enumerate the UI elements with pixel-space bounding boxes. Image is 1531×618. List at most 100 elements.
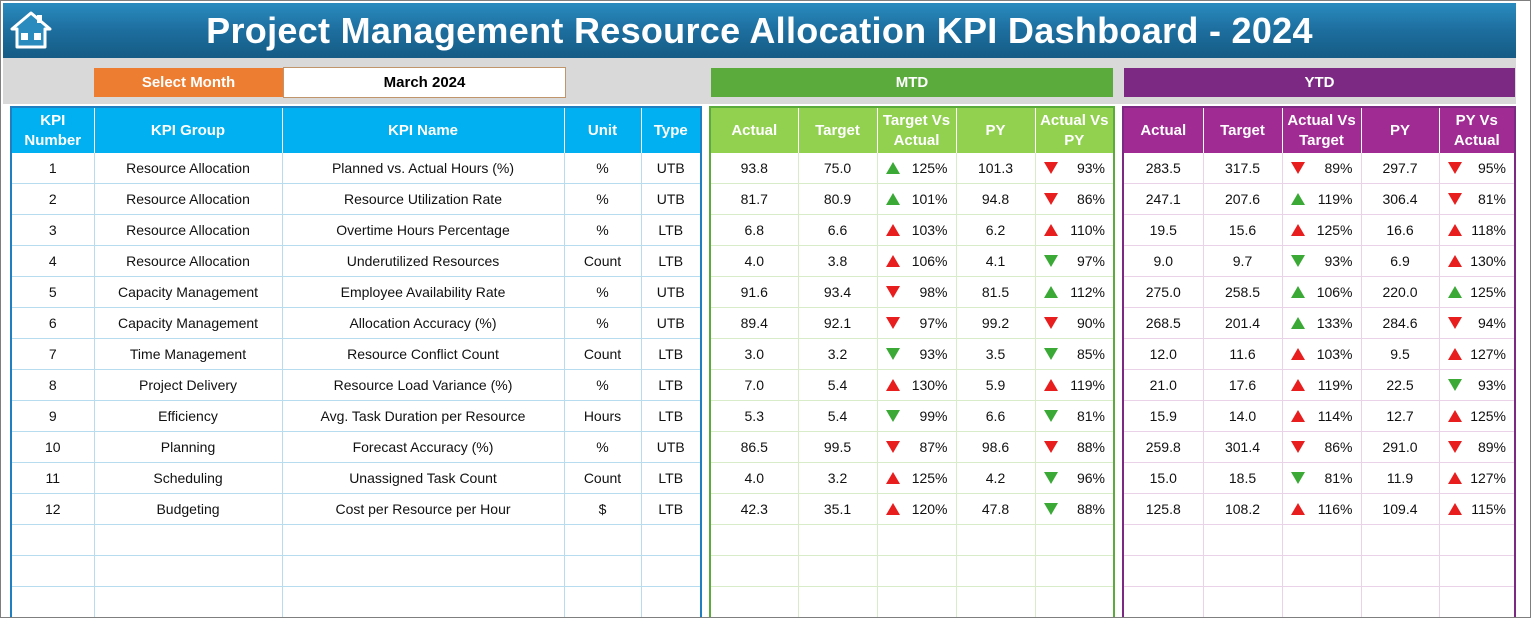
mtd-actual-vs-py-value: 97% <box>1076 253 1105 269</box>
empty-row <box>710 555 1115 587</box>
arrow-up-icon <box>1447 503 1462 515</box>
kpi-unit: Count <box>564 462 642 494</box>
arrow-up-icon <box>885 472 900 484</box>
ytd-column-header: PY Vs Actual <box>1439 107 1516 153</box>
empty-cell <box>282 555 565 587</box>
empty-cell <box>877 524 957 556</box>
kpi-unit: Count <box>564 245 642 277</box>
ytd-py-vs-actual-value: 125% <box>1470 284 1506 300</box>
kpi-name: Employee Availability Rate <box>282 276 565 308</box>
mtd-target: 6.6 <box>798 214 878 246</box>
kpi-row: 9 Efficiency Avg. Task Duration per Resour… <box>11 400 702 432</box>
empty-cell <box>1123 555 1204 587</box>
ytd-row: 275.0 258.5 106% 220.0 125% <box>1123 276 1516 308</box>
mtd-py: 4.2 <box>956 462 1036 494</box>
empty-cell <box>798 524 878 556</box>
ytd-py-vs-actual: 127% <box>1439 462 1516 494</box>
empty-cell <box>956 555 1036 587</box>
kpi-number: 12 <box>11 493 95 525</box>
empty-row <box>11 524 702 556</box>
ytd-row: 15.0 18.5 81% 11.9 127% <box>1123 462 1516 494</box>
mtd-actual-vs-py-value: 86% <box>1076 191 1105 207</box>
empty-cell <box>1282 524 1362 556</box>
kpi-row: 5 Capacity Management Employee Availabilit… <box>11 276 702 308</box>
empty-cell <box>641 586 702 617</box>
ytd-target: 201.4 <box>1203 307 1283 339</box>
ytd-actual-vs-target: 93% <box>1282 245 1362 277</box>
ytd-actual-vs-target: 125% <box>1282 214 1362 246</box>
mtd-py: 81.5 <box>956 276 1036 308</box>
mtd-py: 5.9 <box>956 369 1036 401</box>
mtd-column-header: Target Vs Actual <box>877 107 957 153</box>
arrow-up-icon <box>1043 224 1058 236</box>
ytd-py-vs-actual-value: 115% <box>1471 501 1506 517</box>
arrow-up-icon <box>885 379 900 391</box>
ytd-actual: 268.5 <box>1123 307 1204 339</box>
kpi-group: Time Management <box>94 338 283 370</box>
ytd-py-vs-actual-value: 118% <box>1471 222 1506 238</box>
mtd-actual-vs-py: 119% <box>1035 369 1115 401</box>
ytd-target: 301.4 <box>1203 431 1283 463</box>
empty-cell <box>1035 555 1115 587</box>
empty-cell <box>710 524 799 556</box>
kpi-row: 4 Resource Allocation Underutilized Resour… <box>11 245 702 277</box>
kpi-group: Efficiency <box>94 400 283 432</box>
home-icon[interactable] <box>9 9 53 51</box>
kpi-group: Resource Allocation <box>94 183 283 215</box>
mtd-section-label: MTD <box>711 68 1113 97</box>
ytd-target: 18.5 <box>1203 462 1283 494</box>
empty-cell <box>1361 524 1440 556</box>
mtd-target-vs-actual-value: 130% <box>911 377 948 393</box>
mtd-actual: 91.6 <box>710 276 799 308</box>
kpi-unit: % <box>564 276 642 308</box>
mtd-target-vs-actual-value: 99% <box>919 408 948 424</box>
empty-cell <box>1282 555 1362 587</box>
kpi-type: LTB <box>641 369 702 401</box>
empty-cell <box>798 555 878 587</box>
mtd-target-vs-actual: 125% <box>877 153 957 184</box>
empty-cell <box>1361 586 1440 617</box>
ytd-actual-vs-target-value: 119% <box>1317 377 1353 393</box>
kpi-unit: % <box>564 183 642 215</box>
kpi-group: Resource Allocation <box>94 214 283 246</box>
kpi-unit: % <box>564 431 642 463</box>
ytd-actual-vs-target: 119% <box>1282 369 1362 401</box>
empty-cell <box>1035 524 1115 556</box>
kpi-group: Resource Allocation <box>94 153 283 184</box>
mtd-py: 6.6 <box>956 400 1036 432</box>
mtd-target-vs-actual-value: 101% <box>911 191 948 207</box>
kpi-type: LTB <box>641 214 702 246</box>
month-select[interactable]: March 2024 <box>283 67 566 98</box>
mtd-target-vs-actual-value: 106% <box>911 253 948 269</box>
ytd-row: 9.0 9.7 93% 6.9 130% <box>1123 245 1516 277</box>
kpi-row: 3 Resource Allocation Overtime Hours Perce… <box>11 214 702 246</box>
kpi-name: Resource Load Variance (%) <box>282 369 565 401</box>
kpi-group: Planning <box>94 431 283 463</box>
empty-cell <box>94 555 283 587</box>
mtd-target-vs-actual: 130% <box>877 369 957 401</box>
empty-cell <box>1203 555 1283 587</box>
arrow-up-icon <box>1290 410 1305 422</box>
ytd-target: 108.2 <box>1203 493 1283 525</box>
kpi-type: LTB <box>641 462 702 494</box>
arrow-down-icon <box>1043 255 1058 267</box>
mtd-target-vs-actual: 101% <box>877 183 957 215</box>
ytd-actual-vs-target-value: 86% <box>1324 439 1353 455</box>
empty-row <box>11 555 702 587</box>
empty-cell <box>282 524 565 556</box>
mtd-row: 3.0 3.2 93% 3.5 85% <box>710 338 1115 370</box>
mtd-target: 35.1 <box>798 493 878 525</box>
kpi-type: UTB <box>641 276 702 308</box>
arrow-down-icon <box>1447 379 1462 391</box>
ytd-actual-vs-target-value: 133% <box>1316 315 1353 331</box>
mtd-actual: 3.0 <box>710 338 799 370</box>
mtd-target: 3.8 <box>798 245 878 277</box>
mtd-actual: 6.8 <box>710 214 799 246</box>
ytd-actual-vs-target-value: 106% <box>1316 284 1353 300</box>
mtd-py: 99.2 <box>956 307 1036 339</box>
ytd-py: 9.5 <box>1361 338 1440 370</box>
empty-row <box>710 586 1115 617</box>
mtd-target: 3.2 <box>798 462 878 494</box>
select-month-label: Select Month <box>94 68 283 97</box>
ytd-row: 283.5 317.5 89% 297.7 95% <box>1123 153 1516 184</box>
